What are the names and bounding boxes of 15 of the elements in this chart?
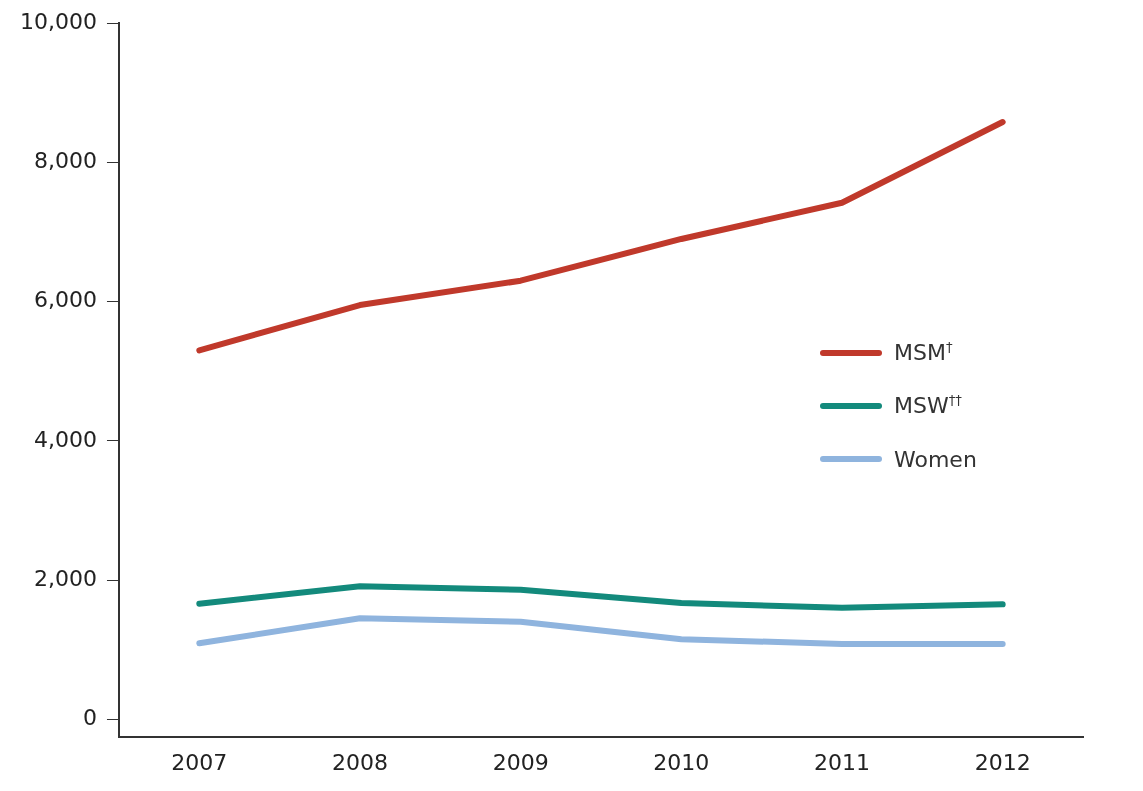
y-tick-label: 10,000 <box>19 8 97 34</box>
y-tick-label: 0 <box>82 704 97 730</box>
y-tick-label: 6,000 <box>33 287 97 313</box>
x-tick-label: 2011 <box>813 749 870 775</box>
x-tick-label: 2007 <box>171 749 228 775</box>
y-tick-label: 8,000 <box>33 148 97 174</box>
legend-label: MSW$^{††}$ <box>894 393 962 419</box>
x-tick-label: 2009 <box>492 749 549 775</box>
y-tick-label: 2,000 <box>33 565 97 591</box>
x-tick-label: 2010 <box>653 749 710 775</box>
x-tick-label: 2012 <box>974 749 1031 775</box>
legend-label: Women <box>894 446 977 472</box>
x-tick-label: 2008 <box>331 749 388 775</box>
legend-label: MSM$^{†}$ <box>894 340 953 366</box>
y-tick-label: 4,000 <box>33 426 97 452</box>
